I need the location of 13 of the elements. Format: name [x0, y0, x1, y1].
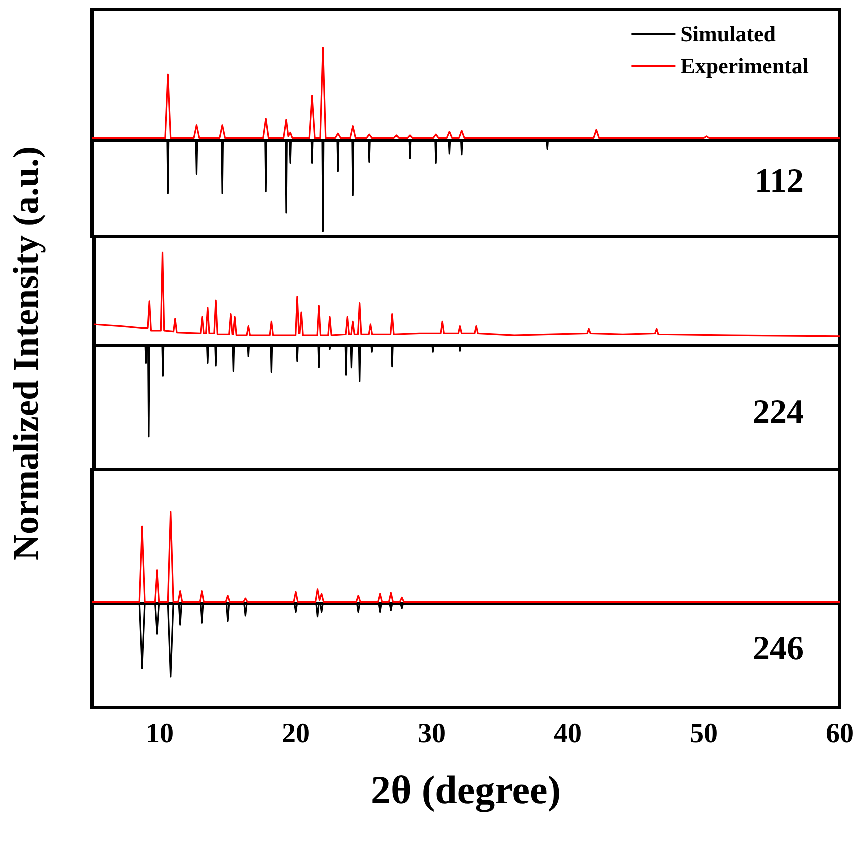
y-axis-title: Normalized Intensity (a.u.): [6, 146, 46, 560]
x-tick-label: 50: [690, 718, 718, 750]
x-tick-label: 20: [282, 718, 310, 750]
x-tick-label: 10: [146, 718, 174, 750]
x-tick-label: 30: [418, 718, 446, 750]
x-axis-title: 2θ (degree): [370, 768, 562, 812]
annotation: 246: [753, 630, 804, 668]
legend-label: Experimental: [680, 54, 810, 78]
legend-label: Simulated: [680, 22, 776, 46]
x-tick-label: 60: [826, 718, 854, 750]
x-tick-label: 40: [554, 718, 582, 750]
annotation: 112: [754, 162, 804, 200]
annotation: 224: [753, 394, 804, 431]
